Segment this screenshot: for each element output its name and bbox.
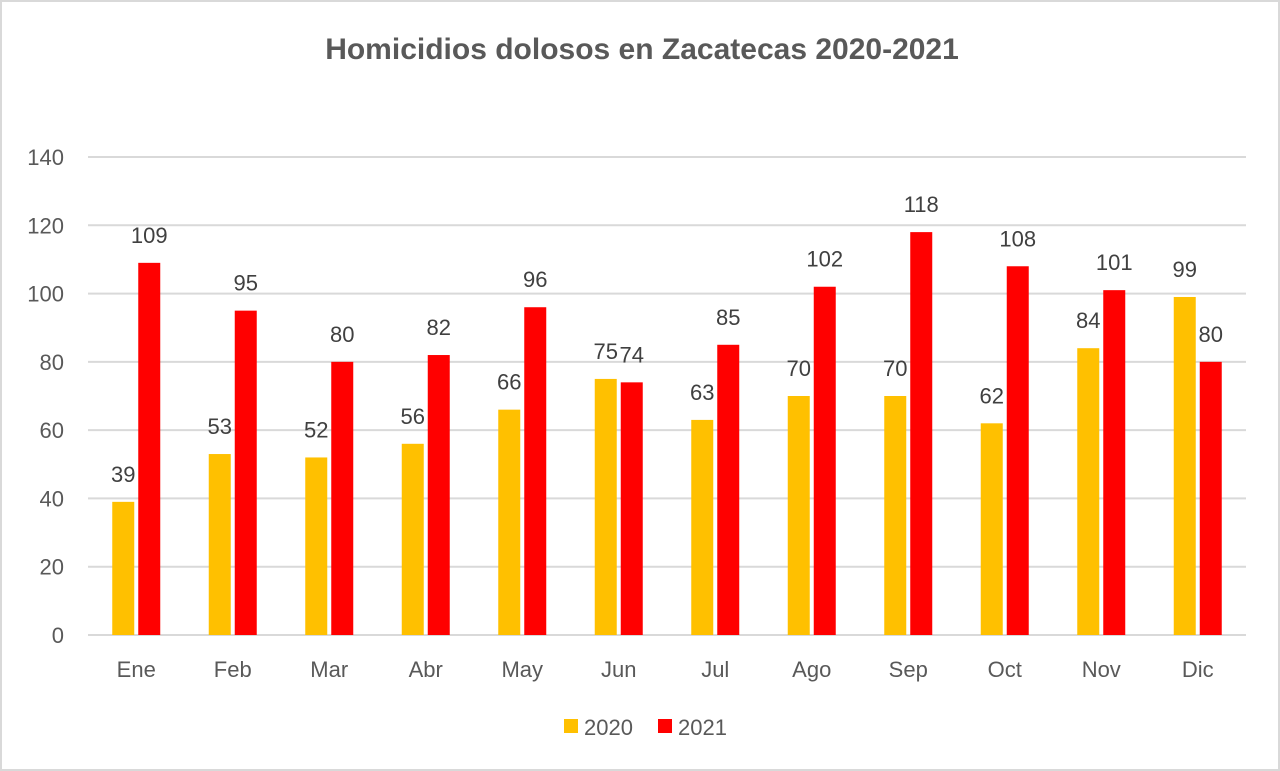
bar-2020-Mar — [305, 457, 328, 635]
data-label-2020-May: 66 — [497, 370, 521, 395]
data-label-2020-Feb: 53 — [208, 414, 232, 439]
data-label-2021-Jul: 85 — [716, 305, 740, 330]
data-label-2021-Ago: 102 — [806, 247, 843, 272]
x-tick-label: Jun — [601, 657, 636, 682]
bar-2020-Oct — [980, 423, 1003, 635]
legend-label-2021: 2021 — [678, 715, 727, 740]
bar-2021-Nov — [1103, 290, 1126, 635]
data-label-2020-Oct: 62 — [980, 383, 1004, 408]
legend-label-2020: 2020 — [584, 715, 633, 740]
data-label-2021-Nov: 101 — [1096, 250, 1133, 275]
y-tick-label: 120 — [27, 213, 64, 238]
bar-2020-Jun — [594, 378, 617, 635]
x-tick-label: Ene — [117, 657, 156, 682]
bar-2020-Jul — [691, 419, 714, 635]
bar-2021-Dic — [1199, 361, 1222, 635]
bar-2020-Dic — [1173, 296, 1196, 635]
legend-swatch-2020 — [564, 719, 578, 733]
bar-2021-Ago — [813, 286, 836, 635]
x-tick-label: Sep — [889, 657, 928, 682]
gridlines — [88, 156, 1246, 636]
bar-2020-Sep — [884, 396, 907, 635]
bar-2021-May — [524, 307, 547, 635]
chart-title: Homicidios dolosos en Zacatecas 2020-202… — [325, 33, 959, 66]
x-tick-label: Oct — [988, 657, 1022, 682]
data-label-2021-Mar: 80 — [330, 322, 354, 347]
data-label-2020-Jul: 63 — [690, 380, 714, 405]
legend-swatch-2021 — [658, 719, 672, 733]
x-tick-label: Dic — [1182, 657, 1214, 682]
y-tick-label: 140 — [27, 145, 64, 170]
x-tick-label: Ago — [792, 657, 831, 682]
bar-2021-Jul — [717, 344, 740, 635]
data-label-2020-Jun: 75 — [594, 339, 618, 364]
bar-2021-Ene — [138, 262, 161, 635]
bar-2020-Ago — [787, 396, 810, 635]
y-tick-label: 40 — [40, 486, 64, 511]
x-axis-ticks: Ene Feb Mar Abr May Jun Jul Ago Sep Oct Nov Dic — [117, 657, 1214, 682]
x-tick-label: Jul — [701, 657, 729, 682]
bar-2020-May — [498, 409, 521, 635]
data-label-2021-Abr: 82 — [427, 315, 451, 340]
y-axis-ticks: 0 20 40 60 80 100 120 140 — [27, 145, 64, 648]
x-tick-label: Mar — [310, 657, 348, 682]
bar-2020-Nov — [1077, 348, 1100, 635]
x-tick-label: May — [501, 657, 543, 682]
x-tick-label: Nov — [1082, 657, 1121, 682]
bar-2021-Jun — [620, 382, 643, 635]
data-label-2020-Ene: 39 — [111, 462, 135, 487]
data-label-2021-Feb: 95 — [234, 271, 258, 296]
bar-2021-Abr — [427, 355, 450, 635]
data-labels: 39 109 53 95 52 80 56 82 66 96 75 74 63 85 70 102 70 118 6… — [111, 192, 1223, 487]
data-label-2020-Ago: 70 — [787, 356, 811, 381]
y-tick-label: 80 — [40, 350, 64, 375]
data-label-2020-Dic: 99 — [1173, 257, 1197, 282]
data-label-2021-Ene: 109 — [131, 223, 168, 248]
y-tick-label: 20 — [40, 555, 64, 580]
y-tick-label: 60 — [40, 418, 64, 443]
data-label-2020-Sep: 70 — [883, 356, 907, 381]
bar-2021-Feb — [234, 310, 257, 635]
bar-2021-Mar — [331, 361, 354, 635]
bar-2020-Feb — [208, 454, 231, 635]
x-tick-label: Feb — [214, 657, 252, 682]
y-tick-label: 0 — [52, 623, 64, 648]
data-label-2021-Oct: 108 — [999, 226, 1036, 251]
x-tick-label: Abr — [409, 657, 443, 682]
bars — [112, 232, 1222, 635]
bar-2021-Sep — [910, 232, 933, 635]
bar-2020-Abr — [401, 443, 424, 635]
data-label-2021-May: 96 — [523, 267, 547, 292]
bar-2020-Ene — [112, 501, 135, 635]
bar-2021-Oct — [1006, 266, 1029, 635]
data-label-2020-Mar: 52 — [304, 417, 328, 442]
legend: 2020 2021 — [564, 715, 727, 740]
data-label-2021-Sep: 118 — [904, 192, 939, 217]
data-label-2021-Jun: 74 — [620, 342, 644, 367]
data-label-2020-Abr: 56 — [401, 404, 425, 429]
y-tick-label: 100 — [27, 282, 64, 307]
data-label-2020-Nov: 84 — [1076, 308, 1100, 333]
data-label-2021-Dic: 80 — [1199, 322, 1223, 347]
